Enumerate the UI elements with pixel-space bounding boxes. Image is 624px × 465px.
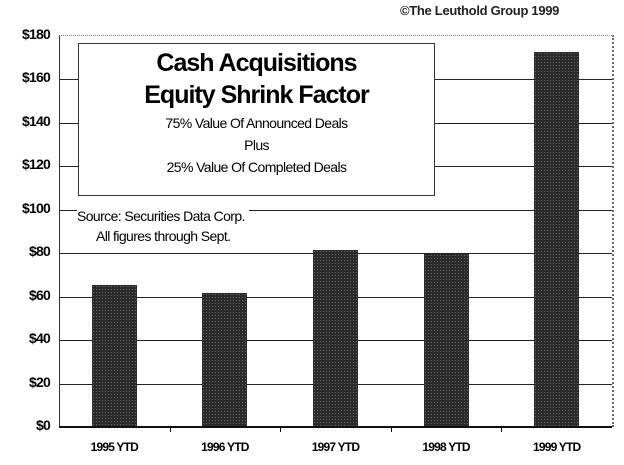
copyright-text: ©The Leuthold Group 1999	[400, 3, 560, 18]
source-note: Source: Securities Data Corp.	[77, 206, 249, 226]
y-tick-label: $20	[29, 373, 51, 390]
chart-subtitle-line2: Plus	[244, 137, 269, 153]
y-tick-label: $80	[29, 243, 51, 260]
y-tick-label: $180	[22, 26, 51, 42]
x-tick-label: 1999 YTD	[532, 440, 581, 454]
bar-1995-ytd	[91, 284, 137, 426]
chart-subtitle-line1: 75% Value Of Announced Deals	[165, 115, 348, 131]
x-tick-label: 1995 YTD	[90, 440, 139, 454]
chart-title-box: Cash Acquisitions Equity Shrink Factor 7…	[78, 43, 435, 196]
x-tick-mark	[280, 426, 282, 432]
x-tick-mark	[501, 426, 503, 432]
y-tick-label: $100	[22, 199, 51, 216]
bar-1999-ytd	[534, 52, 580, 426]
gridline	[60, 209, 612, 211]
x-tick-label: 1997 YTD	[311, 440, 360, 454]
y-tick-label: $160	[22, 69, 51, 86]
date-range-note: All figures through Sept.	[96, 226, 235, 246]
chart-title-line1: Cash Acquisitions	[156, 49, 357, 77]
y-tick-label: $120	[22, 156, 51, 173]
bar-1997-ytd	[313, 250, 358, 426]
bar-1996-ytd	[202, 293, 248, 426]
bar-1998-ytd	[423, 254, 469, 426]
chart-subtitle-line3: 25% Value Of Completed Deals	[166, 159, 347, 175]
y-tick-label: $0	[36, 417, 51, 433]
y-tick-label: $40	[29, 330, 51, 347]
x-tick-label: 1998 YTD	[422, 440, 470, 454]
x-tick-label: 1996 YTD	[201, 440, 249, 454]
x-tick-mark	[169, 426, 171, 432]
chart-title-line2: Equity Shrink Factor	[144, 81, 369, 109]
x-axis	[59, 426, 612, 428]
y-tick-label: $60	[29, 286, 51, 303]
y-tick-label: $140	[22, 112, 51, 129]
x-tick-mark	[390, 426, 392, 432]
